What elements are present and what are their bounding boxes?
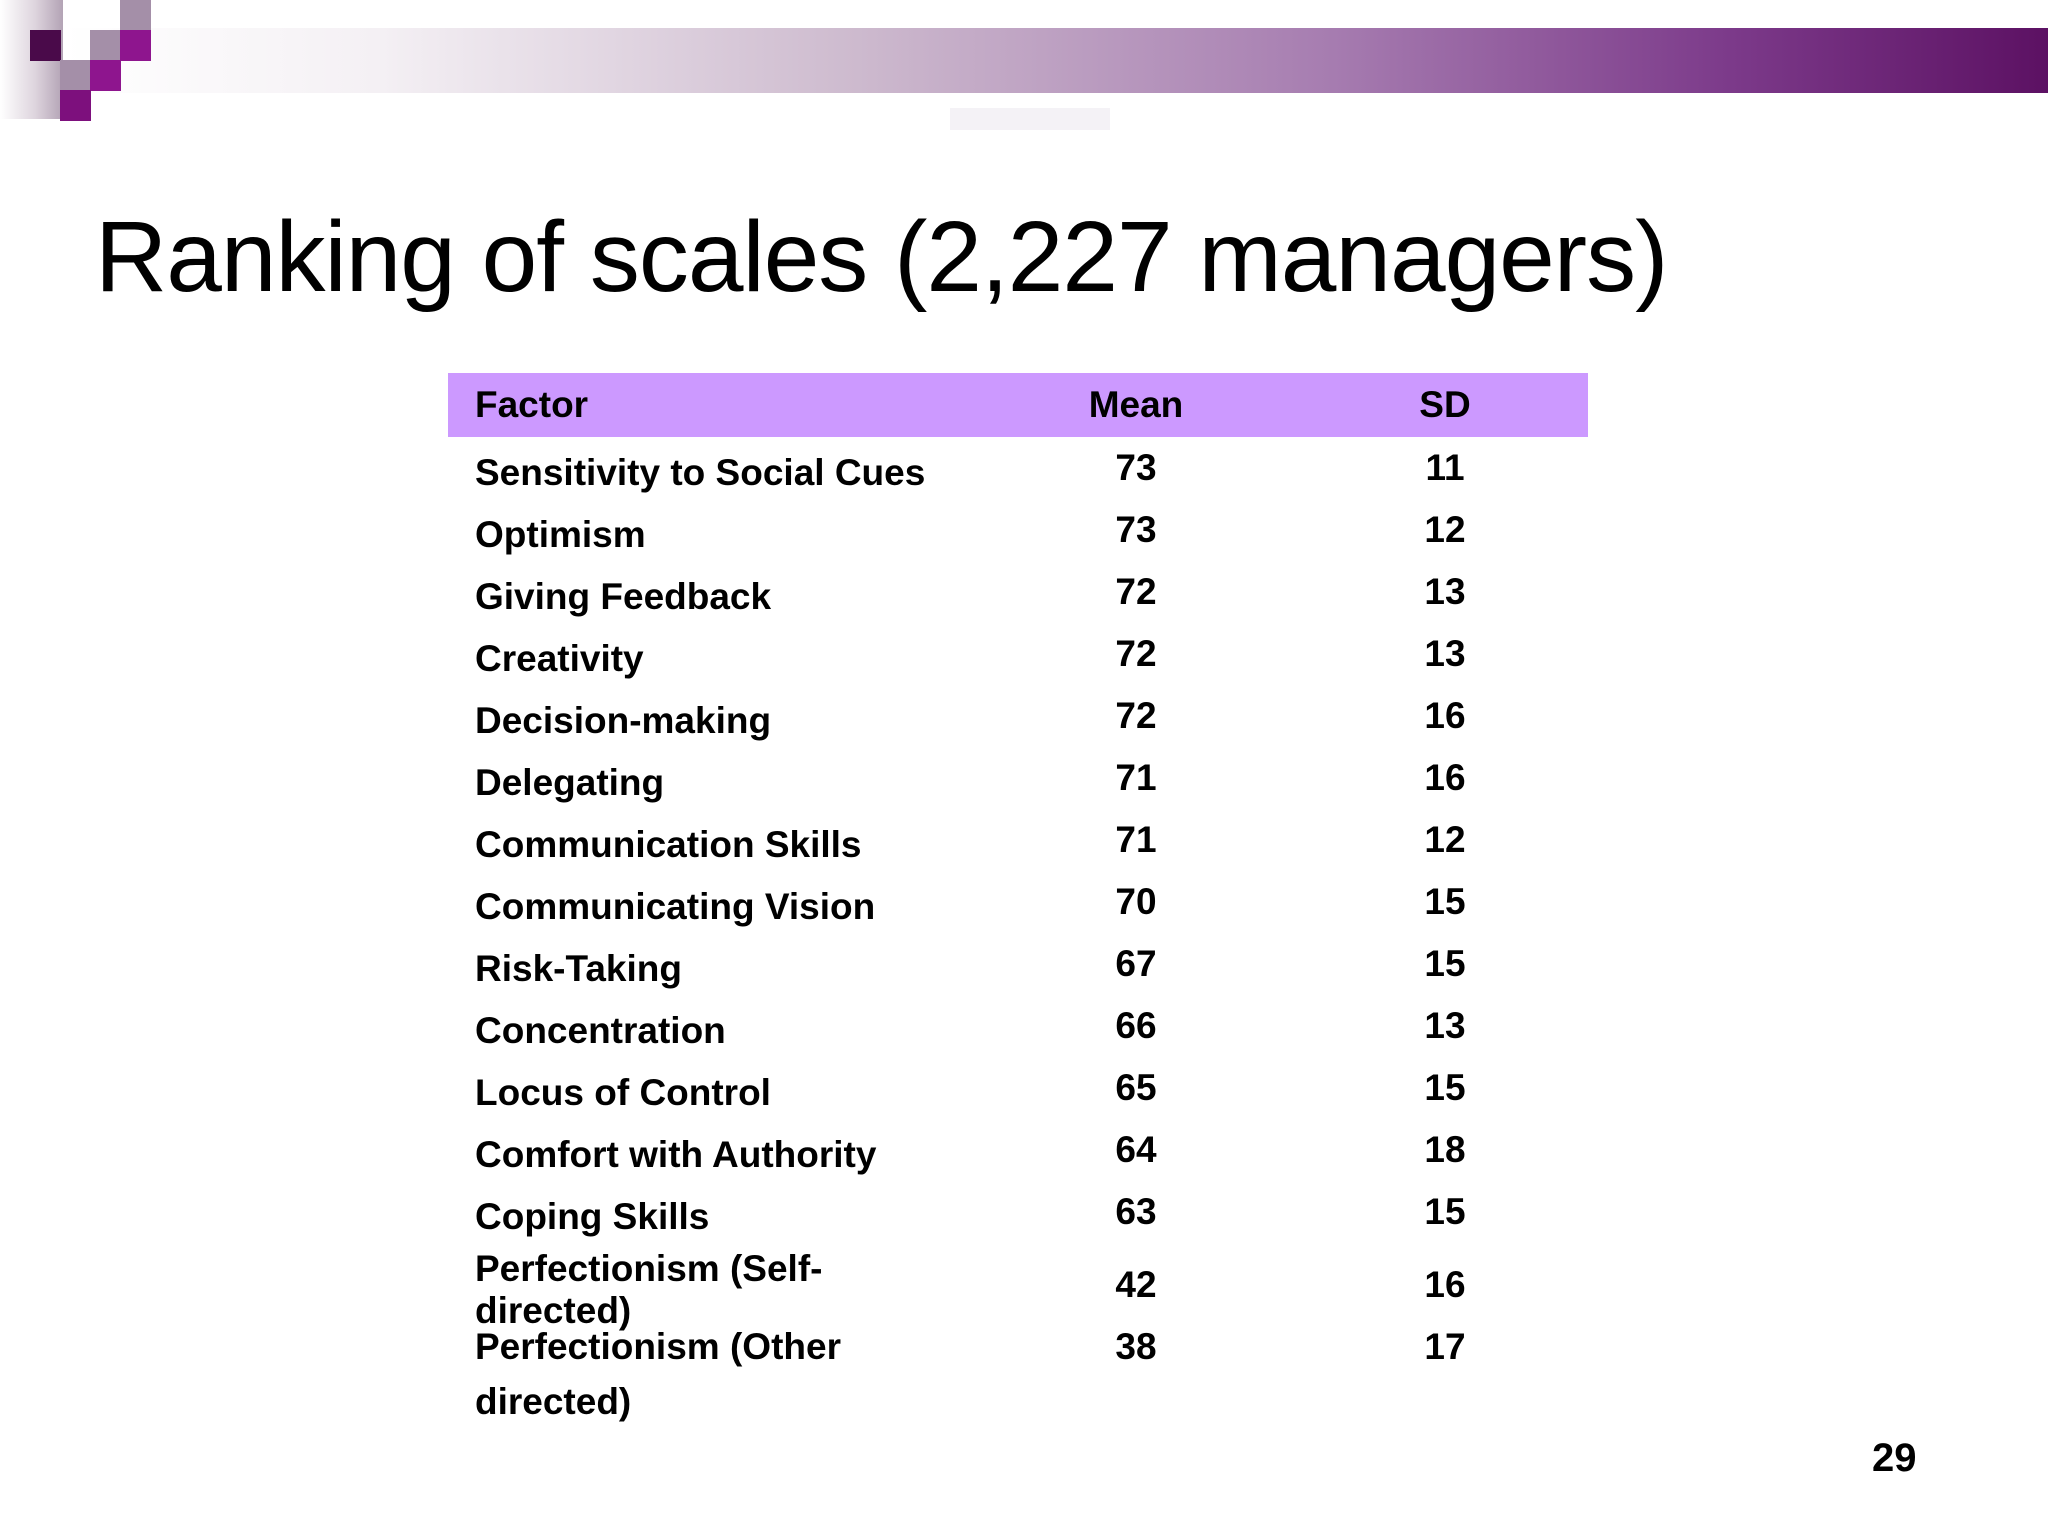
mean-cell: 63 (1115, 1191, 1157, 1232)
table-row: Communication Skills 71 12 (448, 809, 1588, 871)
mean-cell: 65 (1115, 1067, 1157, 1108)
factor-cell: Locus of Control (475, 1072, 771, 1113)
mean-cell: 73 (1115, 509, 1157, 550)
sd-cell: 16 (1424, 757, 1466, 798)
mean-cell: 70 (1115, 881, 1157, 922)
table-row: Optimism 73 12 (448, 499, 1588, 561)
column-header-mean: Mean (1088, 384, 1184, 425)
factor-cell: Perfectionism (Self-directed) (475, 1248, 823, 1331)
decoration-square (60, 60, 91, 91)
sd-cell: 13 (1424, 633, 1466, 674)
mean-cell: 64 (1115, 1129, 1157, 1170)
decoration-square (120, 30, 151, 61)
mean-cell: 71 (1115, 819, 1157, 860)
mean-cell: 72 (1115, 571, 1157, 612)
decoration-gradient-band (63, 28, 2048, 93)
table-row: Communicating Vision 70 15 (448, 871, 1588, 933)
page-number: 29 (1872, 1436, 1917, 1480)
table-row: Locus of Control 65 15 (448, 1057, 1588, 1119)
factor-cell: Communicating Vision (475, 886, 876, 927)
table-row: Perfectionism (Other directed) 38 17 (448, 1305, 1588, 1437)
table-row: Decision-making 72 16 (448, 685, 1588, 747)
mean-cell: 71 (1115, 757, 1157, 798)
factor-cell: Concentration (475, 1010, 726, 1051)
factor-cell: Perfectionism (Other directed) (475, 1326, 841, 1422)
table-row: Delegating 71 16 (448, 747, 1588, 809)
factor-cell: Optimism (475, 514, 646, 555)
table-row: Perfectionism (Self-directed) 42 16 (448, 1243, 1588, 1331)
factor-cell: Communication Skills (475, 824, 862, 865)
factor-cell: Decision-making (475, 700, 772, 741)
factor-cell: Delegating (475, 762, 665, 803)
sd-cell: 18 (1424, 1129, 1466, 1170)
table-row: Sensitivity to Social Cues 73 11 (448, 437, 1588, 499)
sd-cell: 16 (1424, 695, 1466, 736)
mean-cell: 67 (1115, 943, 1157, 984)
table-row: Concentration 66 13 (448, 995, 1588, 1057)
sd-cell: 17 (1424, 1326, 1466, 1367)
factor-cell: Giving Feedback (475, 576, 772, 617)
sd-cell: 15 (1424, 1191, 1466, 1232)
factor-cell: Risk-Taking (475, 948, 682, 989)
table-row: Risk-Taking 67 15 (448, 933, 1588, 995)
table-row: Creativity 72 13 (448, 623, 1588, 685)
decoration-square (90, 60, 121, 91)
factor-cell: Coping Skills (475, 1196, 710, 1237)
mean-cell: 38 (1115, 1326, 1157, 1367)
mean-cell: 42 (1115, 1264, 1157, 1305)
mean-cell: 72 (1115, 633, 1157, 674)
mean-cell: 72 (1115, 695, 1157, 736)
sd-cell: 16 (1424, 1264, 1466, 1305)
mean-cell: 66 (1115, 1005, 1157, 1046)
decoration-faint-strip (950, 108, 1110, 130)
mean-cell: 73 (1115, 447, 1157, 488)
factor-cell: Sensitivity to Social Cues (475, 452, 926, 493)
table-row: Giving Feedback 72 13 (448, 561, 1588, 623)
table-row: Coping Skills 63 15 (448, 1181, 1588, 1243)
decoration-square (120, 0, 151, 31)
sd-cell: 12 (1424, 819, 1466, 860)
factor-cell: Creativity (475, 638, 644, 679)
table-row: Comfort with Authority 64 18 (448, 1119, 1588, 1181)
page-title: Ranking of scales (2,227 managers) (95, 201, 1668, 313)
table-header-row: Factor Mean SD (448, 373, 1588, 437)
sd-cell: 15 (1424, 943, 1466, 984)
sd-cell: 12 (1424, 509, 1466, 550)
decoration-square (90, 30, 121, 61)
ranking-table: Factor Mean SD Sensitivity to Social Cue… (448, 373, 1588, 1437)
decoration-square (60, 90, 91, 121)
sd-cell: 15 (1424, 1067, 1466, 1108)
decoration-square (30, 30, 61, 61)
sd-cell: 13 (1424, 571, 1466, 612)
column-header-sd: SD (1419, 384, 1471, 425)
sd-cell: 11 (1425, 447, 1465, 488)
sd-cell: 13 (1424, 1005, 1466, 1046)
column-header-factor: Factor (475, 384, 589, 425)
factor-cell: Comfort with Authority (475, 1134, 877, 1175)
sd-cell: 15 (1424, 881, 1466, 922)
